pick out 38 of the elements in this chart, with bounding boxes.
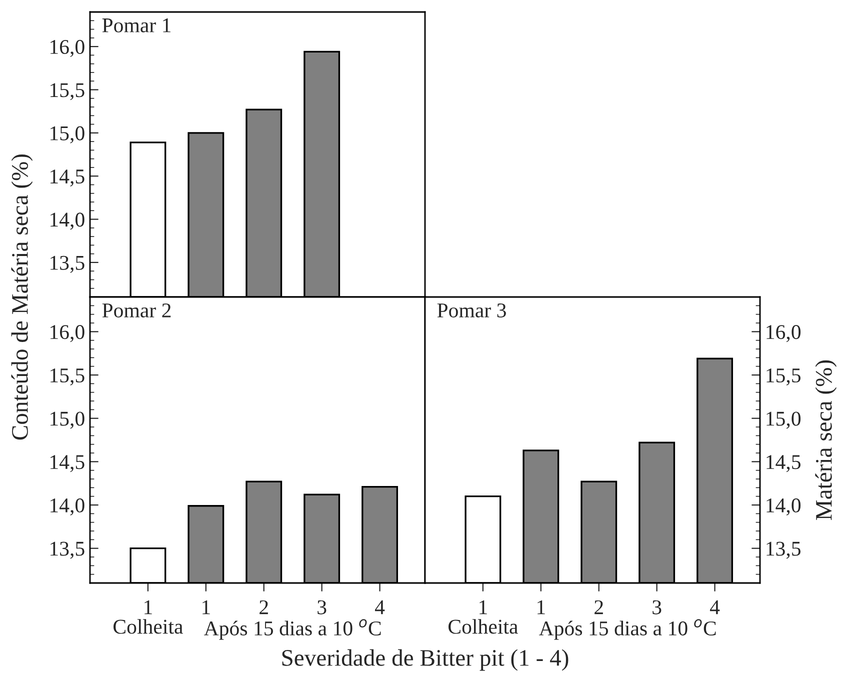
y-tick-label: 13,5 <box>50 256 84 273</box>
y-axis-title: Matéria seca (%) <box>815 360 837 520</box>
y-tick-label: 14,0 <box>50 212 84 230</box>
text: Após 15 dias a 10 $^{o}$C <box>204 619 381 640</box>
x-tick-label: 1 <box>480 600 487 614</box>
y-tick-label: 14,5 <box>50 455 84 472</box>
text: Colheita <box>448 619 518 634</box>
x-tick-label: 1 <box>144 600 152 614</box>
x-tick-label: 4 <box>710 600 720 614</box>
y-tick-label: 16,0 <box>50 40 84 57</box>
x-tick-label: 2 <box>260 600 268 614</box>
y-tick-label: 15,0 <box>50 126 84 144</box>
y-tick-label: 16,0 <box>766 325 801 342</box>
y-tick-label: 13,5 <box>766 542 801 559</box>
chart-title: Pomar 3 <box>437 303 506 318</box>
chart-title: Pomar 1 <box>102 18 170 32</box>
x-axis-title: Severidade de Bitter pit (1 - 4) <box>282 649 568 671</box>
chart-title: Pomar 2 <box>102 303 171 318</box>
y-tick-label: 15,0 <box>766 412 801 429</box>
y-tick-label: 13,5 <box>50 542 84 559</box>
y-tick-label: 15,0 <box>50 412 84 429</box>
x-tick-label: 2 <box>594 600 603 614</box>
y-tick-label: 15,5 <box>766 368 801 386</box>
y-tick-label: 16,0 <box>50 325 84 342</box>
y-tick-label: 14,5 <box>50 170 84 187</box>
text: Após 15 dias a 10 $^{o}$C <box>538 619 716 640</box>
y-tick-label: 14,0 <box>766 498 801 516</box>
x-tick-label: 1 <box>202 600 210 614</box>
text: Colheita <box>114 619 183 634</box>
x-tick-label: 3 <box>318 600 326 614</box>
x-tick-label: 4 <box>374 600 385 614</box>
y-tick-label: 15,5 <box>50 83 84 100</box>
y-tick-label: 14,5 <box>766 455 801 472</box>
y-tick-label: 15,5 <box>50 368 84 386</box>
y-axis-title: Conteúdo de Matéria seca (%) <box>11 154 33 440</box>
x-tick-label: 3 <box>652 600 662 614</box>
y-tick-label: 14,0 <box>50 498 84 516</box>
x-tick-label: 1 <box>538 600 545 614</box>
